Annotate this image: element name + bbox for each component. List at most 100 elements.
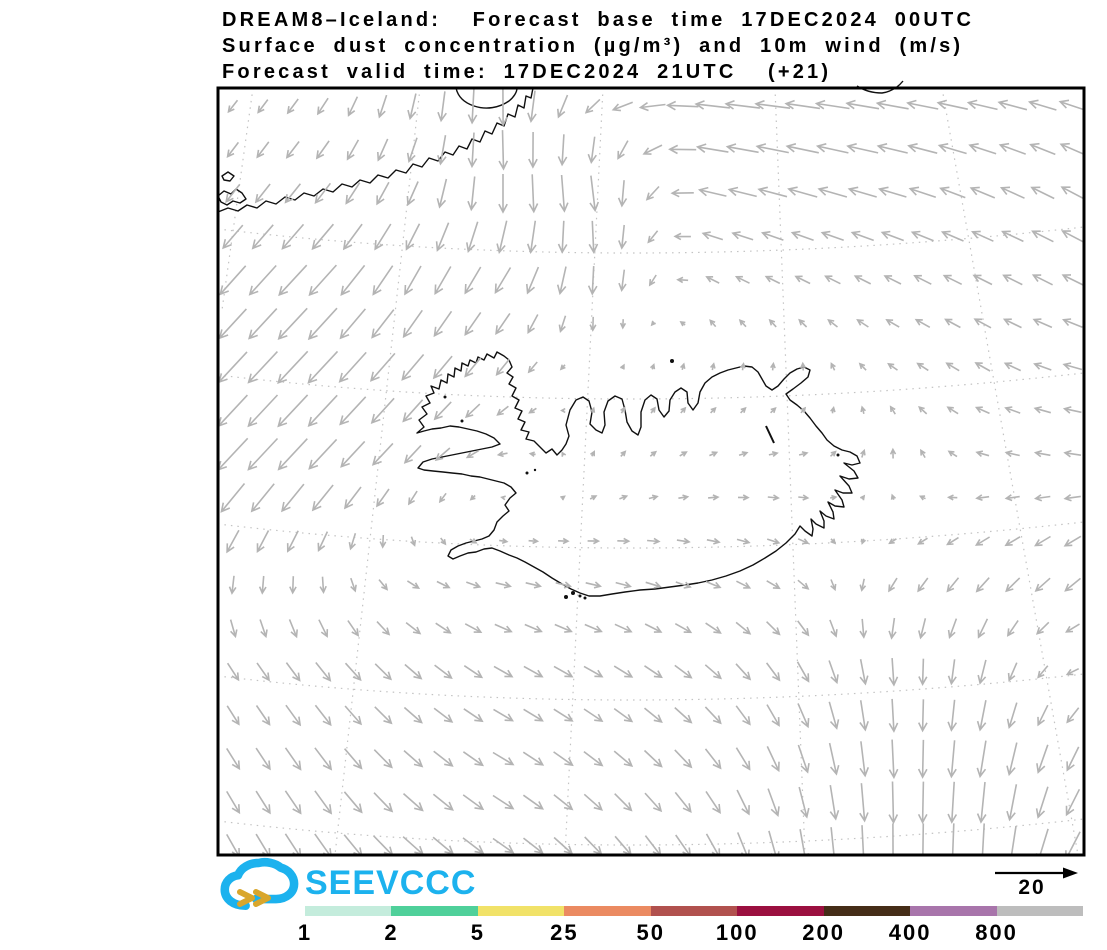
wind-arrow xyxy=(315,662,332,682)
colorbar-tick-label: 400 xyxy=(888,920,932,945)
wind-arrow xyxy=(407,490,418,506)
wind-arrow xyxy=(888,658,899,687)
wind-arrow xyxy=(500,495,506,501)
wind-arrow xyxy=(1004,406,1021,414)
wind-arrow xyxy=(583,665,604,678)
small-island xyxy=(571,591,575,595)
wind-arrow xyxy=(376,488,390,508)
wind-arrow xyxy=(906,99,939,110)
wind-arrow xyxy=(736,580,752,589)
wind-arrow xyxy=(218,437,249,471)
wind-arrow xyxy=(466,221,479,253)
wind-arrow xyxy=(784,99,821,110)
wind-arrow xyxy=(974,536,991,546)
wind-arrow xyxy=(1059,142,1084,156)
wind-arrow xyxy=(528,174,539,214)
coastlines xyxy=(218,88,861,600)
wind-arrow xyxy=(590,450,595,457)
wind-arrow xyxy=(859,659,869,686)
wind-arrow xyxy=(347,96,359,117)
wind-arrow xyxy=(1061,274,1084,286)
wind-arrow xyxy=(433,401,452,421)
wind-arrow xyxy=(339,396,367,426)
wind-arrow xyxy=(464,623,483,634)
wind-arrow xyxy=(498,130,509,171)
wind-arrow xyxy=(888,698,899,733)
wind-arrow xyxy=(277,438,308,471)
wind-arrow xyxy=(665,100,699,111)
wind-arrow xyxy=(704,664,723,680)
wind-arrow xyxy=(999,186,1025,199)
wind-arrow xyxy=(798,494,810,501)
wind-arrow xyxy=(680,406,687,414)
wind-arrow xyxy=(583,750,604,767)
wind-arrow xyxy=(1004,494,1020,502)
wind-arrow xyxy=(920,448,926,459)
wind-arrow xyxy=(694,100,730,110)
colorbar-tick-label: 1 xyxy=(297,920,313,945)
wind-arrow xyxy=(680,362,686,371)
small-island xyxy=(583,596,587,600)
wind-arrow xyxy=(981,823,985,855)
wind-arrow xyxy=(974,406,990,415)
wind-arrow xyxy=(584,623,603,633)
wind-arrow xyxy=(1010,825,1017,855)
wind-arrow xyxy=(374,223,392,251)
wind-arrow xyxy=(705,276,720,284)
wind-arrow xyxy=(587,136,597,165)
wind-arrow xyxy=(528,407,537,414)
wind-arrow xyxy=(402,399,424,423)
wind-arrow xyxy=(946,577,960,593)
wind-arrow xyxy=(614,623,633,633)
wind-arrow xyxy=(1063,535,1082,547)
wind-arrow xyxy=(674,623,693,634)
wind-arrow xyxy=(738,451,749,457)
wind-arrow xyxy=(1033,449,1051,458)
wind-arrow xyxy=(1065,623,1080,633)
wind-arrow xyxy=(798,786,810,819)
wind-arrow xyxy=(1002,318,1022,329)
wind-arrow xyxy=(966,99,998,111)
wind-arrow xyxy=(343,791,363,814)
wind-arrow xyxy=(527,90,537,124)
wind-arrow xyxy=(285,141,300,159)
wind-arrow xyxy=(498,88,508,127)
graticule-parallel xyxy=(218,226,1084,254)
wind-arrow xyxy=(645,185,660,201)
wind-arrow xyxy=(679,321,686,327)
coastline-greenland xyxy=(218,88,534,213)
wind-arrow xyxy=(888,739,899,780)
wind-arrow xyxy=(1063,449,1082,458)
wind-arrow xyxy=(247,437,279,471)
wind-arrow xyxy=(738,319,747,328)
wind-arrow xyxy=(727,186,757,198)
wind-arrow xyxy=(611,101,633,112)
wind-arrow xyxy=(734,275,750,284)
wind-arrow xyxy=(404,663,423,680)
wind-arrow xyxy=(619,494,629,501)
wind-arrow xyxy=(917,577,929,593)
wind-arrow xyxy=(724,100,760,110)
wind-arrow xyxy=(438,492,447,504)
wind-arrow xyxy=(615,581,632,589)
wind-reference-arrow xyxy=(995,867,1078,879)
wind-arrow xyxy=(247,351,278,384)
wind-arrow xyxy=(435,222,450,252)
wind-arrow xyxy=(557,134,568,167)
wind-arrow xyxy=(317,531,329,552)
wind-arrow xyxy=(1036,744,1049,774)
wind-arrow xyxy=(255,790,271,815)
wind-arrow xyxy=(860,448,866,458)
wind-arrow xyxy=(644,835,662,855)
wind-arrow xyxy=(1058,99,1084,111)
wind-arrow xyxy=(944,318,961,329)
wind-arrow xyxy=(735,663,752,681)
wind-arrow xyxy=(968,143,997,155)
wind-arrow xyxy=(307,350,339,384)
wind-arrow xyxy=(942,274,963,286)
wind-arrow xyxy=(1029,142,1056,156)
wind-arrow xyxy=(828,701,840,730)
wind-arrow xyxy=(256,530,270,554)
wind-arrow xyxy=(768,451,779,458)
